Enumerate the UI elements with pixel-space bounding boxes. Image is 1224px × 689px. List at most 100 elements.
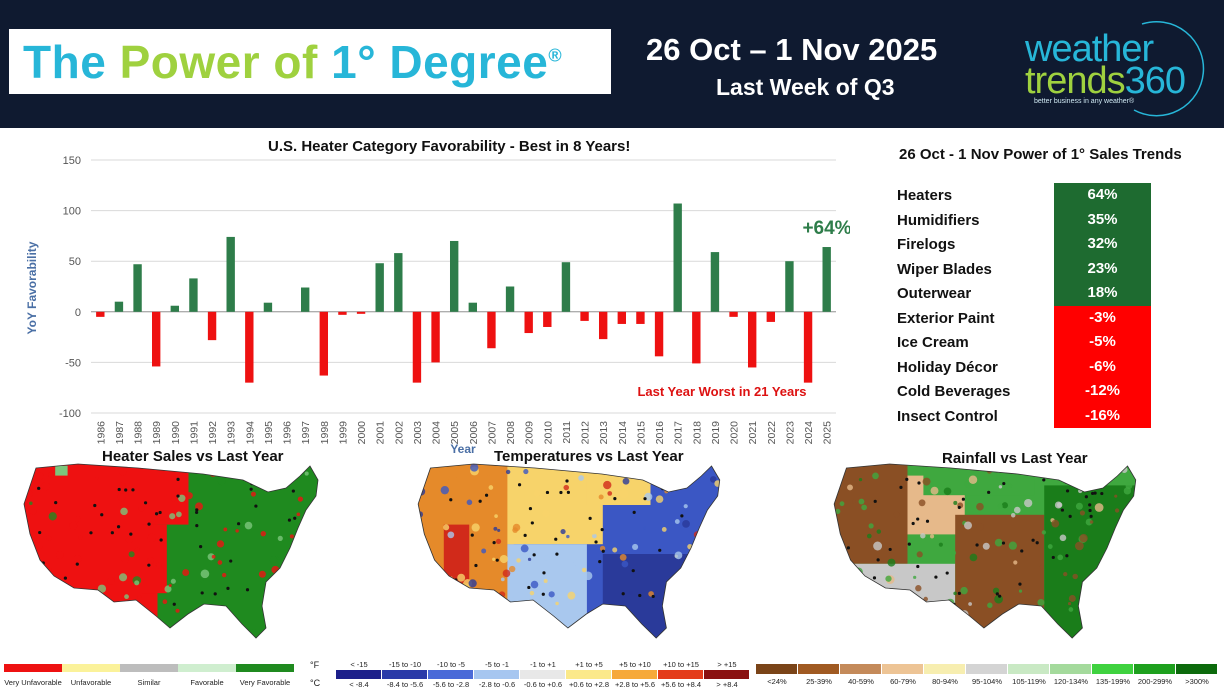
city-dot xyxy=(474,563,478,568)
trend-row: Outerwear 18% xyxy=(895,281,1151,306)
bar-2006 xyxy=(468,302,478,312)
city-dot xyxy=(37,486,41,490)
city-dot xyxy=(46,590,50,594)
city-dot xyxy=(1084,495,1088,499)
trend-value: -5% xyxy=(1054,330,1151,355)
legend-label: 80-94% xyxy=(932,677,958,686)
city-dot xyxy=(899,485,903,489)
bar-2004 xyxy=(431,311,440,363)
city-dot xyxy=(470,533,474,537)
x-tick-label: 2025 xyxy=(822,421,834,445)
city-dot xyxy=(195,524,199,528)
city-dot xyxy=(532,553,536,557)
legend-label-c: +2.8 to +5.6 xyxy=(614,680,656,689)
legend-swatch xyxy=(612,670,657,679)
logo-word-weather: weather xyxy=(1025,28,1154,70)
city-dot xyxy=(559,490,563,495)
city-dot xyxy=(291,489,295,493)
city-dot xyxy=(686,558,690,562)
city-dot xyxy=(917,481,921,485)
map-region xyxy=(586,464,651,505)
x-tick-label: 1988 xyxy=(133,421,145,445)
bar-2024 xyxy=(803,311,813,383)
trend-row: Insect Control -16% xyxy=(895,403,1151,428)
y-tick-label: -100 xyxy=(59,408,81,420)
legend-label: Unfavorable xyxy=(70,678,112,687)
city-dot xyxy=(1031,538,1035,542)
city-dot xyxy=(658,548,662,552)
legend-label: >300% xyxy=(1185,677,1209,686)
city-dot xyxy=(484,493,489,497)
legend-swatch xyxy=(966,664,1007,674)
city-dot xyxy=(1020,549,1024,553)
map-region xyxy=(923,464,1035,496)
city-dot xyxy=(846,546,850,550)
city-dot xyxy=(93,503,97,508)
city-dot xyxy=(1093,491,1097,495)
city-dot xyxy=(287,518,292,522)
trend-value: -16% xyxy=(1054,403,1151,428)
legend-swatch xyxy=(1008,664,1049,674)
city-dot xyxy=(117,487,121,492)
y-tick-label: 100 xyxy=(63,206,81,218)
legend-label: 105-119% xyxy=(1012,677,1046,686)
bar-1987 xyxy=(114,301,124,312)
city-dot xyxy=(517,483,522,487)
city-dot xyxy=(600,528,604,532)
city-dot xyxy=(1065,554,1069,558)
bar-1990 xyxy=(170,305,180,312)
city-dot xyxy=(54,501,58,505)
city-dot xyxy=(143,501,148,505)
trends-title: 26 Oct - 1 Nov Power of 1° Sales Trends xyxy=(899,146,1182,163)
city-dot xyxy=(449,498,453,502)
city-dot xyxy=(249,487,253,491)
city-dot xyxy=(1089,514,1093,518)
x-tick-label: 2007 xyxy=(486,421,498,445)
y-axis-label: YoY Favorability xyxy=(25,241,39,334)
legend-label: 135-199% xyxy=(1095,677,1131,686)
bar-2020 xyxy=(729,311,738,317)
city-dot xyxy=(176,477,180,481)
city-dot xyxy=(100,513,104,517)
legend-label: 25-39% xyxy=(806,677,832,686)
bar-2021 xyxy=(747,311,757,368)
legend-label: Favorable xyxy=(190,678,224,687)
trend-row: Holiday Décor -6% xyxy=(895,354,1151,379)
city-dot xyxy=(638,593,642,598)
city-dot xyxy=(176,494,180,498)
city-dot xyxy=(282,582,286,586)
legend-label-c: -5.6 to -2.8 xyxy=(432,680,470,689)
trend-value: 32% xyxy=(1054,232,1151,257)
legend-label-f: -10 to -5 xyxy=(437,660,465,669)
legend-label-f: -15 to -10 xyxy=(388,660,422,669)
trend-row: Humidifiers 35% xyxy=(895,207,1151,232)
x-tick-label: 2022 xyxy=(766,421,778,445)
heater-map-title: Heater Sales vs Last Year xyxy=(102,448,284,465)
bar-2019 xyxy=(710,252,720,312)
city-dot xyxy=(512,605,517,609)
legend-swatch xyxy=(566,670,611,679)
x-tick-label: 2006 xyxy=(468,421,480,445)
main-title: The Power of 1° Degree® xyxy=(23,36,563,88)
trend-row: Ice Cream -5% xyxy=(895,330,1151,355)
x-tick-label: 1990 xyxy=(170,421,182,445)
bar-1986 xyxy=(96,311,105,317)
legend-swatch xyxy=(428,670,473,679)
city-dot xyxy=(124,488,128,492)
city-dot xyxy=(528,506,533,511)
city-dot xyxy=(594,540,598,544)
bar-2011 xyxy=(561,262,571,312)
x-tick-label: 2010 xyxy=(542,421,554,445)
legend-label: 40-59% xyxy=(848,677,874,686)
bar-2001 xyxy=(375,263,384,312)
x-tick-label: 2016 xyxy=(654,421,666,445)
bar-2013 xyxy=(598,311,608,340)
bar-2022 xyxy=(766,311,776,322)
city-dot xyxy=(598,559,602,564)
city-dot xyxy=(1082,602,1086,606)
x-tick-label: 2023 xyxy=(784,421,796,445)
bar-2012 xyxy=(580,311,589,321)
legend-label-f: +10 to +15 xyxy=(663,660,699,669)
city-dot xyxy=(129,532,133,536)
legend-swatch xyxy=(1176,664,1217,674)
